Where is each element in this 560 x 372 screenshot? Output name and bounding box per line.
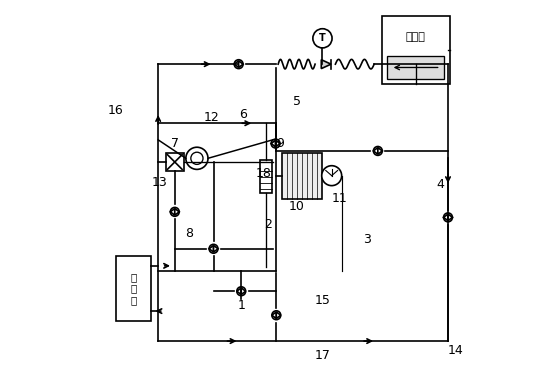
- Text: 9: 9: [276, 137, 284, 150]
- Bar: [116, 256, 151, 321]
- Polygon shape: [276, 312, 281, 318]
- Text: 17: 17: [315, 349, 330, 362]
- Polygon shape: [234, 61, 239, 67]
- Polygon shape: [241, 288, 246, 295]
- Text: 1: 1: [237, 299, 245, 312]
- Text: 5: 5: [293, 94, 301, 108]
- Circle shape: [313, 29, 332, 48]
- Polygon shape: [209, 246, 213, 252]
- Text: 11: 11: [331, 192, 347, 205]
- Text: 15: 15: [315, 294, 330, 307]
- Text: 18: 18: [255, 167, 272, 180]
- Text: 7: 7: [171, 137, 179, 150]
- Polygon shape: [272, 312, 276, 318]
- Polygon shape: [239, 61, 243, 67]
- Polygon shape: [378, 148, 382, 154]
- Polygon shape: [374, 148, 378, 154]
- Text: T: T: [319, 33, 326, 43]
- Text: 热
负
载: 热 负 载: [130, 272, 136, 305]
- Text: 8: 8: [185, 228, 194, 241]
- Polygon shape: [175, 209, 179, 215]
- Text: 6: 6: [239, 108, 247, 121]
- Polygon shape: [321, 60, 331, 68]
- Polygon shape: [170, 209, 175, 215]
- Polygon shape: [237, 288, 241, 295]
- Text: 12: 12: [204, 111, 220, 124]
- Text: 2: 2: [264, 218, 272, 231]
- Polygon shape: [276, 140, 280, 147]
- Bar: [260, 160, 272, 193]
- Polygon shape: [271, 140, 276, 147]
- Text: 储液箱: 储液箱: [406, 32, 426, 42]
- Polygon shape: [444, 214, 448, 221]
- Text: 10: 10: [288, 200, 305, 213]
- Bar: [387, 56, 444, 79]
- Bar: [282, 153, 323, 199]
- Bar: [166, 153, 184, 171]
- Text: 16: 16: [108, 104, 124, 117]
- Polygon shape: [448, 214, 452, 221]
- Bar: [381, 16, 450, 84]
- Circle shape: [322, 166, 342, 186]
- Polygon shape: [213, 246, 218, 252]
- Circle shape: [186, 147, 208, 169]
- Text: 14: 14: [447, 344, 463, 357]
- Text: 13: 13: [152, 176, 168, 189]
- Text: 3: 3: [363, 233, 371, 246]
- Text: 4: 4: [437, 178, 445, 191]
